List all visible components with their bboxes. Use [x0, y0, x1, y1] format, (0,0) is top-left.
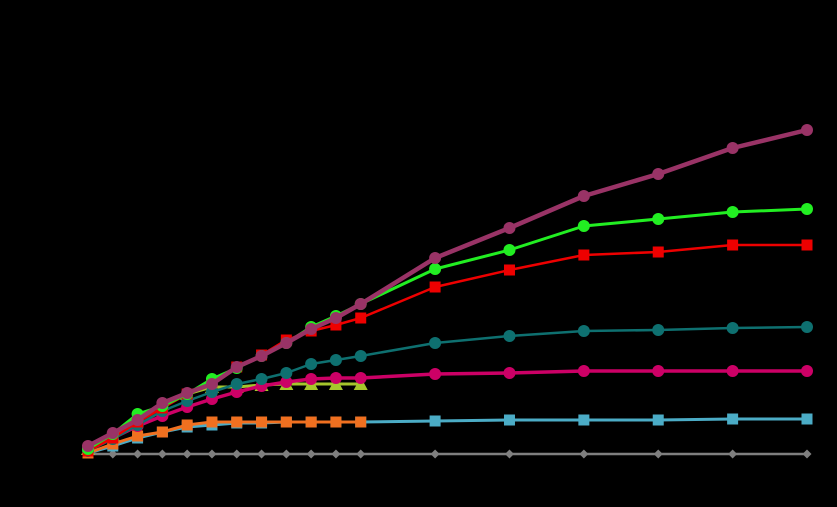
point	[579, 449, 589, 459]
point	[305, 373, 318, 385]
point	[133, 449, 143, 459]
point	[255, 350, 268, 362]
point	[354, 372, 367, 384]
point	[429, 368, 442, 380]
point	[329, 372, 342, 384]
point	[653, 449, 663, 459]
point	[577, 365, 590, 377]
point	[577, 220, 590, 232]
point	[257, 449, 267, 459]
point	[727, 413, 739, 425]
point	[578, 414, 590, 426]
point	[132, 430, 144, 442]
point	[652, 324, 665, 336]
point	[106, 427, 119, 439]
point	[577, 190, 590, 202]
point	[181, 419, 193, 431]
point	[280, 376, 293, 388]
point	[82, 440, 94, 452]
point	[801, 413, 813, 425]
point	[652, 414, 664, 426]
point	[652, 365, 665, 377]
point	[801, 321, 813, 333]
point	[181, 387, 194, 399]
point	[131, 414, 144, 426]
point	[329, 312, 342, 324]
point	[331, 449, 341, 459]
point	[230, 361, 243, 373]
point	[354, 298, 367, 310]
point	[255, 373, 268, 385]
point	[256, 416, 268, 428]
point	[305, 358, 318, 370]
point	[504, 449, 514, 459]
point	[156, 426, 168, 438]
point	[330, 319, 342, 331]
point	[330, 416, 342, 428]
point	[503, 367, 516, 379]
point	[207, 449, 217, 459]
point	[305, 323, 318, 335]
point	[728, 449, 738, 459]
point	[280, 367, 293, 379]
point	[206, 416, 218, 428]
point	[801, 203, 813, 215]
point	[232, 449, 242, 459]
point	[726, 142, 739, 154]
point	[429, 263, 442, 275]
point	[503, 264, 515, 276]
point	[801, 239, 813, 251]
point	[430, 449, 440, 459]
point	[281, 449, 291, 459]
point	[578, 249, 590, 261]
point	[726, 365, 739, 377]
point	[280, 337, 293, 349]
point	[429, 252, 442, 264]
point	[577, 325, 590, 337]
point	[355, 312, 367, 324]
point	[205, 378, 218, 390]
point	[727, 239, 739, 251]
point	[801, 124, 813, 136]
point	[306, 449, 316, 459]
point	[157, 449, 167, 459]
point	[305, 416, 317, 428]
point	[329, 354, 342, 366]
point	[108, 449, 118, 459]
point	[280, 416, 292, 428]
point	[503, 244, 516, 256]
point	[356, 449, 366, 459]
point	[652, 246, 664, 258]
point	[231, 416, 243, 428]
point	[429, 281, 441, 293]
point	[354, 350, 367, 362]
point	[801, 365, 813, 377]
point	[503, 222, 516, 234]
point	[429, 337, 442, 349]
point	[355, 416, 367, 428]
point	[503, 330, 516, 342]
point	[652, 213, 665, 225]
point	[802, 449, 812, 459]
point	[429, 415, 441, 427]
point	[156, 397, 169, 409]
point	[503, 414, 515, 426]
point	[726, 206, 739, 218]
point	[652, 168, 665, 180]
point	[230, 378, 243, 390]
point	[726, 322, 739, 334]
point	[182, 449, 192, 459]
